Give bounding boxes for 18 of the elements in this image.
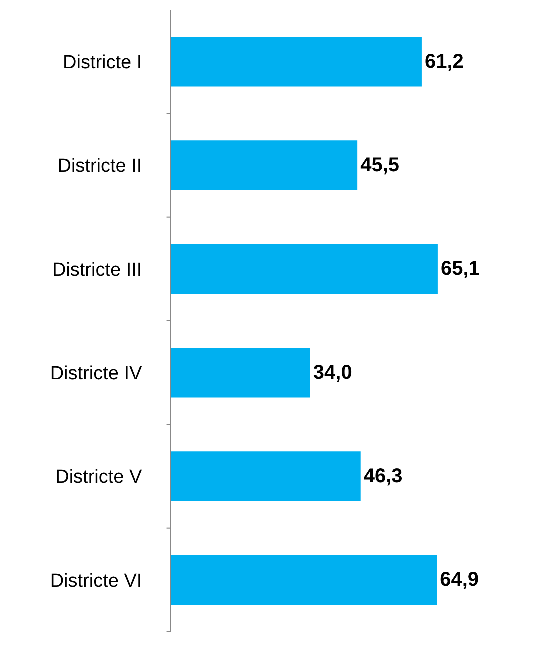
y-tick-label: Districte VI	[50, 570, 142, 592]
y-tick-label: Districte III	[52, 260, 142, 281]
bar	[171, 555, 438, 606]
data-label: 46,3	[364, 466, 403, 488]
data-label: 64,9	[440, 569, 480, 592]
y-tick-label: Districte IV	[50, 363, 143, 384]
bar	[171, 244, 438, 294]
data-label: 61,2	[424, 50, 464, 73]
y-tick-label: Districte V	[56, 467, 143, 488]
bar	[171, 36, 422, 87]
bar	[171, 452, 361, 502]
bar	[171, 140, 358, 190]
data-label: 45,5	[360, 154, 400, 176]
bar	[171, 348, 310, 398]
data-label: 65,1	[440, 258, 480, 280]
data-label: 34,0	[313, 362, 352, 384]
y-tick-label: Districte I	[63, 52, 142, 74]
y-tick-label: Districte II	[58, 156, 142, 178]
